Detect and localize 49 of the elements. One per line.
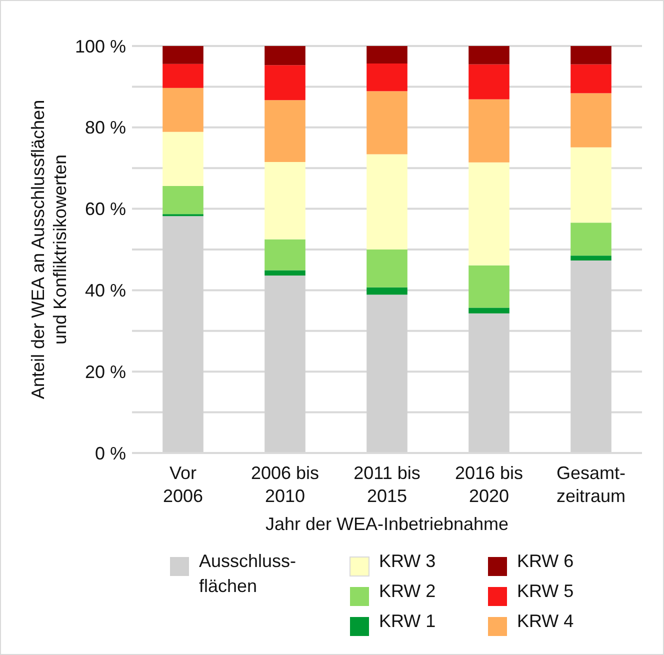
bar [570,222,612,256]
bar [468,265,510,308]
x-axis-title: Jahr der WEA-Inbetriebnahme [265,514,509,534]
x-tick-label: 2006 bis 2010 [250,463,320,506]
bar [468,308,510,314]
bar [570,46,612,64]
bar [366,154,408,250]
y-tick-label: 40 % [84,280,126,300]
bar [570,256,612,260]
bar [264,100,306,162]
y-tick-label: 100 % [74,36,126,56]
legend-label: KRW 2 [379,581,436,601]
bar [366,91,408,154]
y-tick-label: 0 % [94,443,126,464]
bar [162,64,204,88]
x-tick-label: 2011 bis 2015 [354,463,420,506]
legend-label: KRW 3 [379,551,436,571]
bar [366,46,408,64]
legend-label: KRW 5 [517,581,574,601]
bar [366,250,408,288]
bar [264,65,306,100]
y-axis-title: Anteil der WEA an Ausschlussflächen und Konfliktrisikowerten [28,100,70,400]
legend-label: Ausschluss-flächen [199,551,296,596]
legend-label: KRW 6 [517,551,574,571]
y-tick-label: 60 % [84,199,126,220]
bar [162,46,204,64]
bar [366,287,408,295]
x-tick-label: Gesamt-zeitraum [556,463,626,506]
y-tick-label: 20 % [84,362,126,382]
bar [264,239,306,270]
bar [570,147,612,223]
x-tick-label: Vor 2006 [162,463,204,506]
bar [162,186,204,214]
bar [468,64,510,100]
legend-label: KRW 1 [379,611,436,631]
bar [468,162,510,266]
bar [264,46,306,66]
legend-label: KRW 4 [517,611,574,631]
y-tick-label: 80 % [84,118,126,138]
bar [468,99,510,162]
bar [366,64,408,92]
bar [162,88,204,132]
x-tick-label: 2016 bis 2020 [454,463,524,506]
bar [570,64,612,94]
bar [570,93,612,148]
bar [162,132,204,186]
bar [264,162,306,240]
bar [264,270,306,276]
bar [468,46,510,64]
